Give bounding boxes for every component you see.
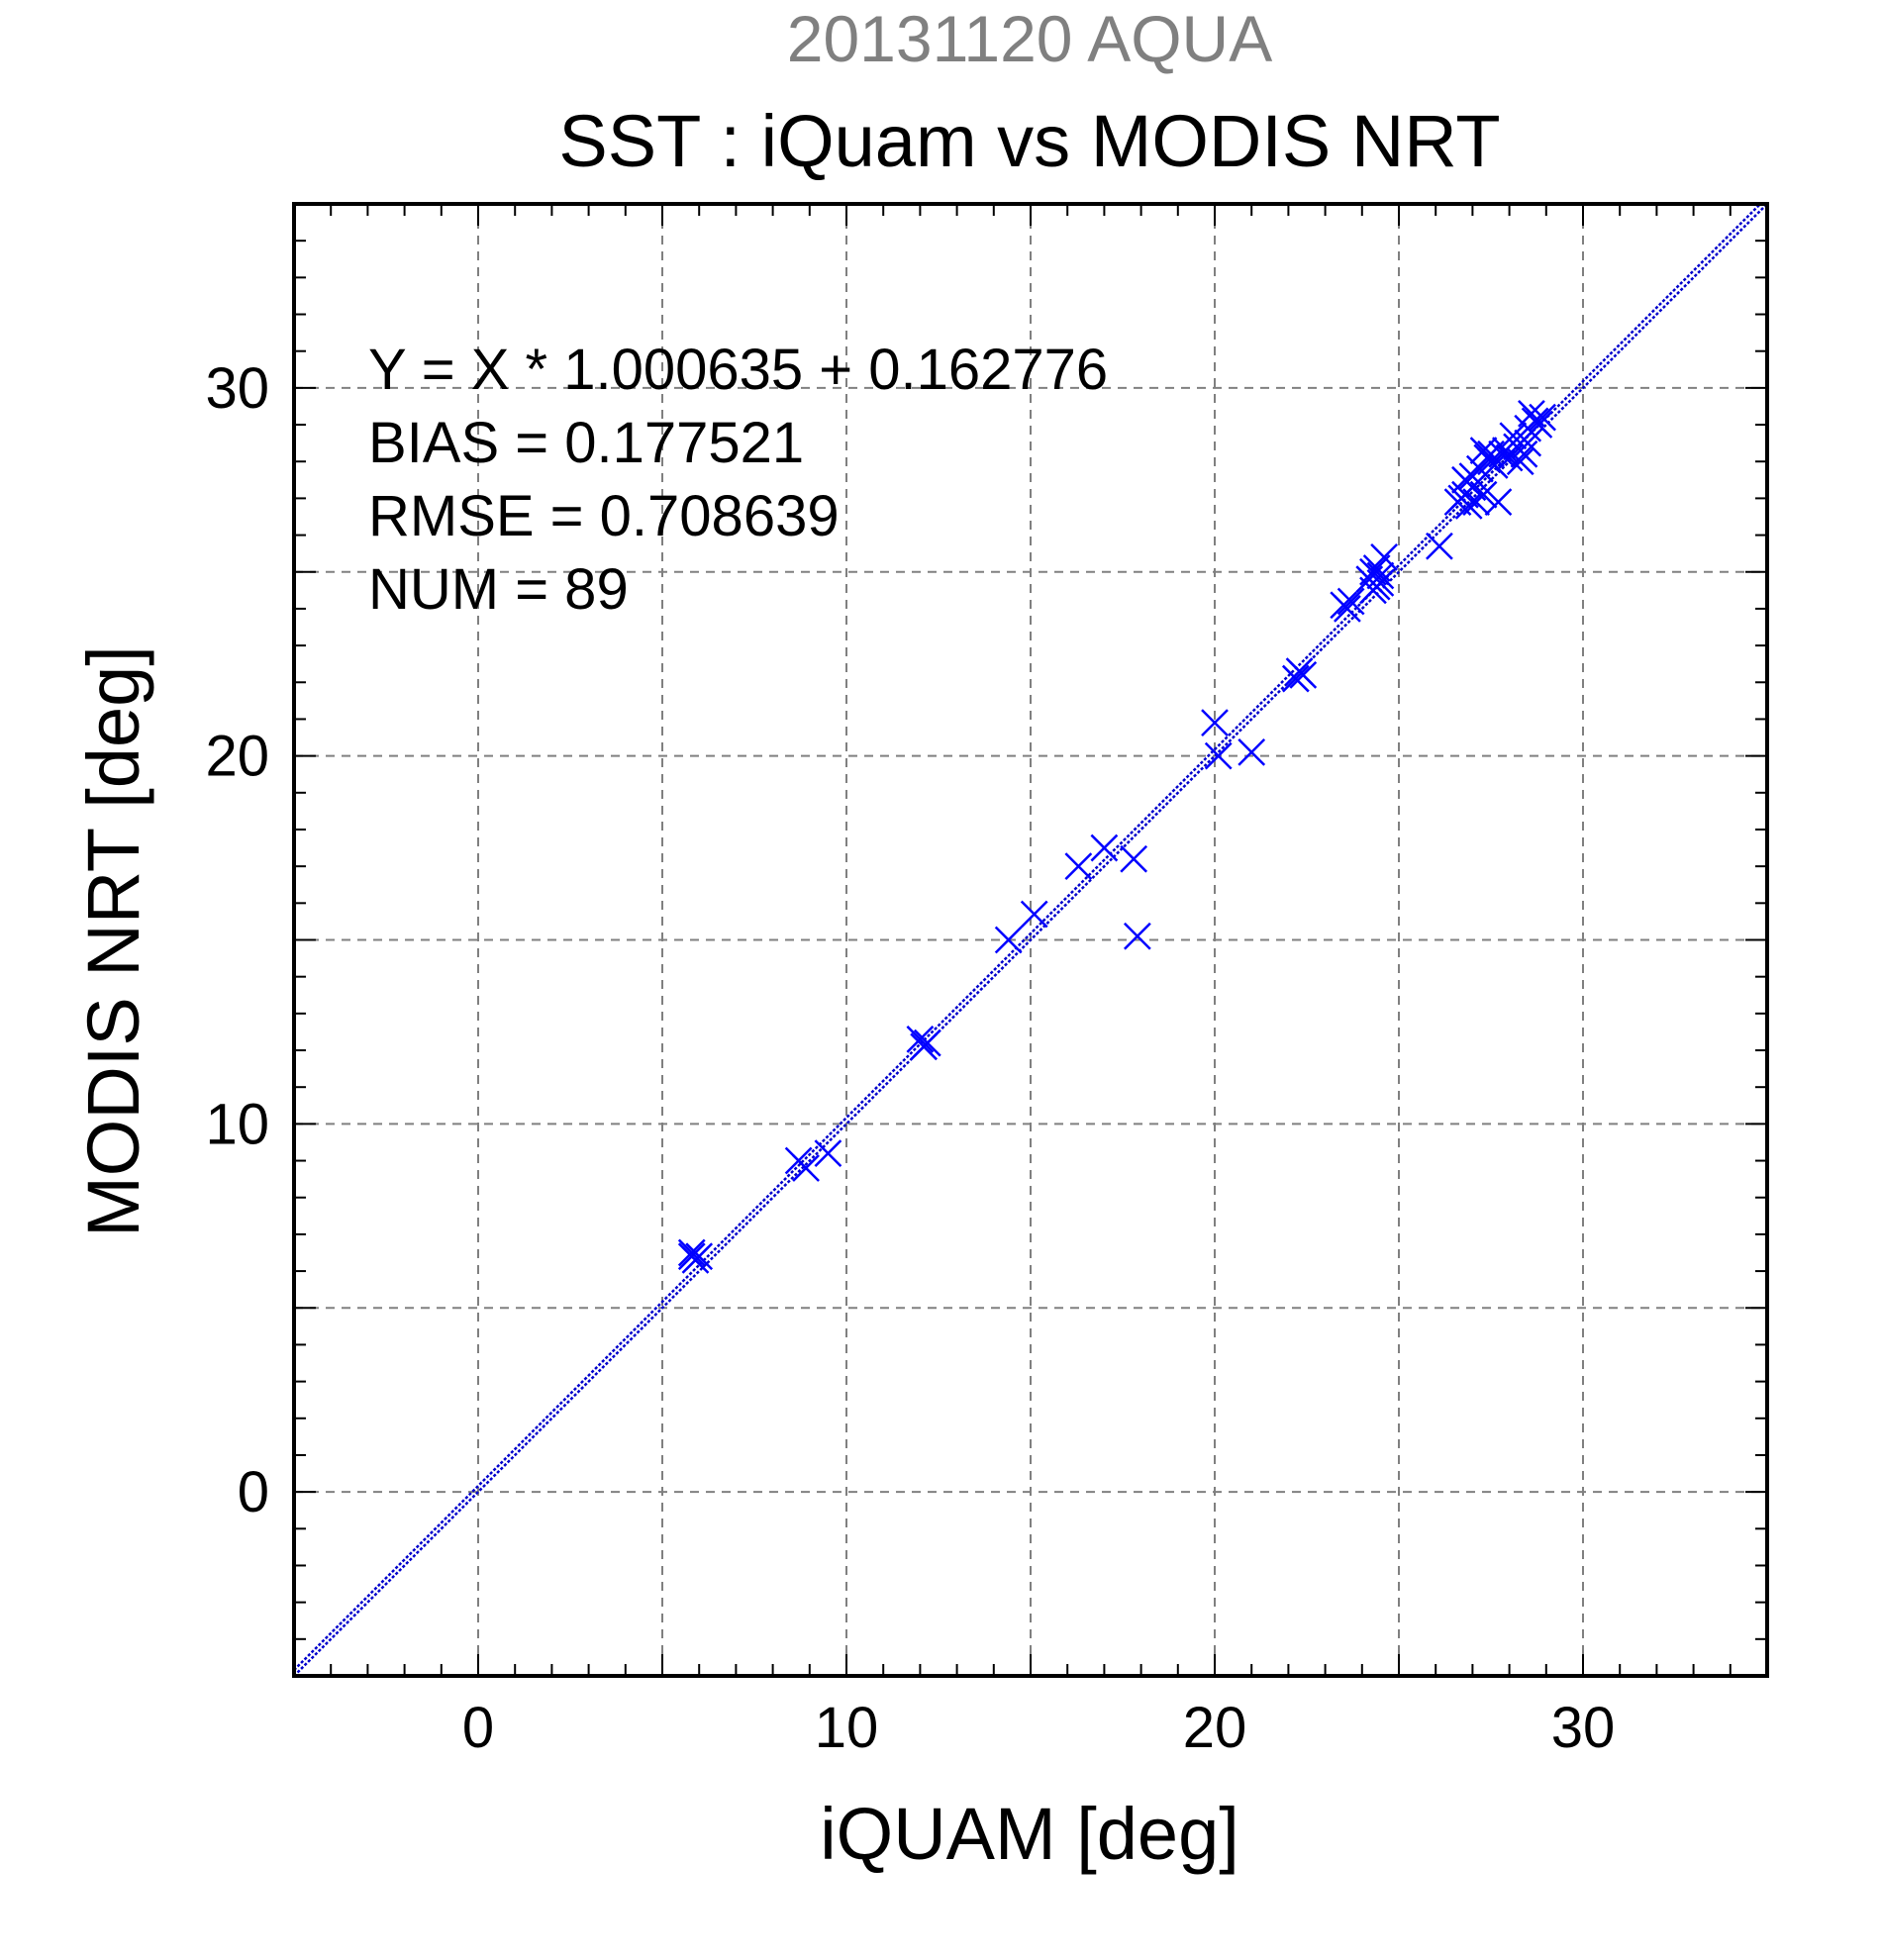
data-point bbox=[994, 926, 1023, 954]
stats-annotation: Y = X * 1.000635 + 0.162776 BIAS = 0.177… bbox=[368, 338, 1108, 622]
data-point bbox=[792, 1154, 820, 1182]
bias-label: BIAS = 0.177521 bbox=[368, 411, 804, 475]
regression-fit-line bbox=[293, 203, 1761, 1671]
data-point bbox=[1426, 532, 1453, 560]
data-point bbox=[1334, 595, 1361, 623]
chart-subtitle: SST : iQuam vs MODIS NRT bbox=[558, 100, 1500, 182]
x-tick-label: 20 bbox=[1183, 1696, 1247, 1760]
y-tick-label: 10 bbox=[205, 1092, 269, 1156]
data-point bbox=[1366, 561, 1395, 590]
num-label: NUM = 89 bbox=[368, 557, 629, 622]
data-point bbox=[814, 1139, 842, 1167]
data-point bbox=[1289, 660, 1318, 689]
data-point bbox=[1020, 900, 1048, 929]
data-point bbox=[1506, 447, 1534, 476]
data-point bbox=[1529, 403, 1556, 432]
fit-equation-label: Y = X * 1.000635 + 0.162776 bbox=[368, 338, 1108, 402]
y-tick-label: 0 bbox=[238, 1460, 269, 1524]
identity-line bbox=[293, 203, 1768, 1677]
data-point bbox=[913, 1029, 941, 1057]
y-axis-label: MODIS NRT [deg] bbox=[72, 645, 154, 1237]
chart-header-title: 20131120 AQUA bbox=[787, 2, 1273, 75]
data-point bbox=[1090, 833, 1119, 862]
data-point bbox=[685, 1242, 714, 1271]
data-point bbox=[1362, 554, 1391, 582]
data-point bbox=[1120, 844, 1148, 873]
data-point bbox=[1204, 741, 1233, 770]
data-point bbox=[1064, 852, 1093, 881]
fit-line-group bbox=[293, 203, 1768, 1677]
data-point bbox=[1484, 488, 1513, 517]
data-point bbox=[1488, 440, 1517, 468]
data-point bbox=[1499, 422, 1528, 450]
rmse-label: RMSE = 0.708639 bbox=[368, 484, 840, 548]
y-tick-label: 30 bbox=[205, 356, 269, 421]
tick-labels: 0 10 20 30 0 10 20 30 bbox=[205, 356, 1615, 1760]
data-point bbox=[1469, 480, 1498, 509]
data-point bbox=[1281, 664, 1310, 693]
x-axis-label: iQUAM [deg] bbox=[820, 1793, 1239, 1875]
data-point bbox=[1525, 411, 1553, 439]
data-point bbox=[1451, 465, 1479, 494]
data-point bbox=[1123, 922, 1151, 950]
data-point bbox=[1201, 709, 1229, 737]
y-tick-label: 20 bbox=[205, 725, 269, 789]
data-points bbox=[677, 400, 1556, 1274]
x-tick-label: 30 bbox=[1551, 1696, 1616, 1760]
data-point bbox=[1514, 429, 1542, 457]
plot-frame bbox=[292, 202, 1769, 1678]
grid-lines bbox=[294, 204, 1767, 1676]
x-tick-label: 10 bbox=[815, 1696, 879, 1760]
data-point bbox=[1510, 440, 1538, 468]
data-point bbox=[1238, 738, 1266, 766]
data-point bbox=[677, 1238, 706, 1267]
data-point bbox=[1514, 414, 1542, 442]
x-tick-label: 0 bbox=[462, 1696, 494, 1760]
data-point bbox=[1336, 587, 1365, 616]
data-point bbox=[1454, 491, 1483, 520]
data-point bbox=[906, 1025, 935, 1053]
